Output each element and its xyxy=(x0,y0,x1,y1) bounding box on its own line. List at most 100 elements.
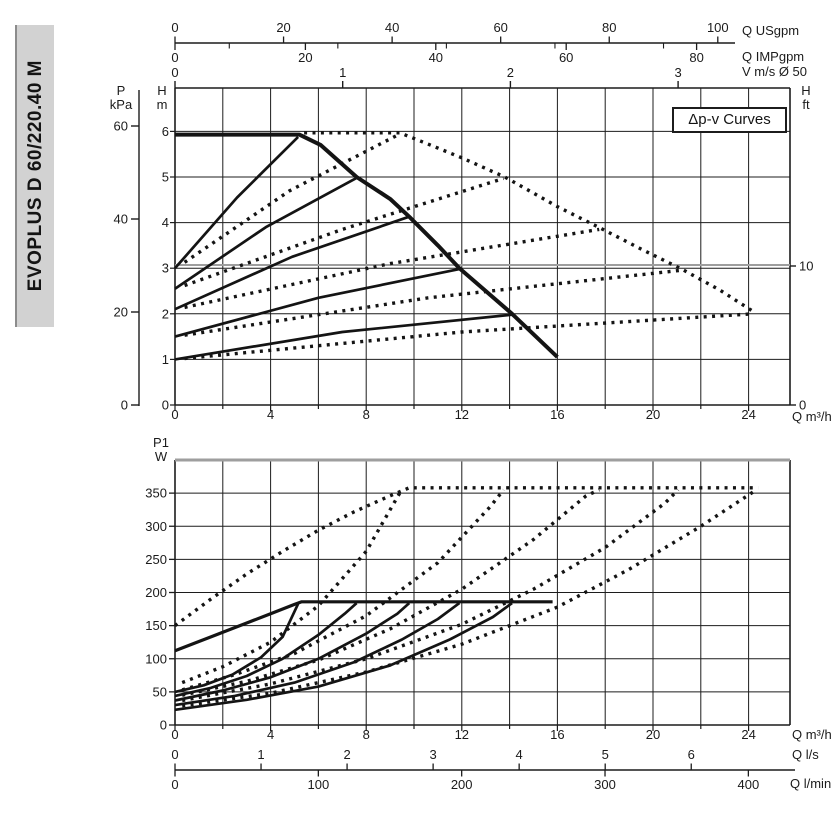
impgpm-axis-title: Q IMPgpm xyxy=(742,49,805,64)
power-tick-label: 0 xyxy=(160,718,167,733)
lmin-axis-title: Q l/min xyxy=(790,776,832,791)
impgpm-tick-label: 0 xyxy=(171,50,178,65)
dpv-curves-badge: Δp-v Curves xyxy=(672,107,787,133)
lmin-tick-label: 400 xyxy=(738,777,760,792)
dpv-setpoint-3-parallel-curve xyxy=(184,227,600,310)
head-axis-title: H m xyxy=(150,84,174,112)
ls-tick-label: 0 xyxy=(171,747,178,762)
flow-tick-label: 0 xyxy=(171,407,178,422)
usgpm-tick-label: 60 xyxy=(493,20,507,35)
power-max-single-curve xyxy=(174,600,553,653)
kpa-tick-label: 40 xyxy=(114,212,128,227)
dpv-setpoint-1-single-curve xyxy=(173,135,300,270)
impgpm-tick-label: 80 xyxy=(689,50,703,65)
flow-tick-label: 24 xyxy=(741,727,755,742)
lmin-tick-label: 0 xyxy=(171,777,178,792)
head-tick-label: 1 xyxy=(162,352,169,367)
power-tick-label: 150 xyxy=(145,618,167,633)
power-tick-label: 50 xyxy=(153,684,167,699)
pressure-axis-title-line2: kPa xyxy=(109,97,133,112)
velocity-tick-label: 1 xyxy=(339,65,346,80)
velocity-tick-label: 0 xyxy=(171,65,178,80)
ls-tick-label: 5 xyxy=(602,747,609,762)
usgpm-tick-label: 100 xyxy=(707,20,729,35)
flow-tick-label: 8 xyxy=(363,727,370,742)
dpv-setpoint-2-single-curve xyxy=(174,176,358,290)
usgpm-tick-label: 80 xyxy=(602,20,616,35)
ls-tick-label: 2 xyxy=(343,747,350,762)
power-axis-title-line1: P1 xyxy=(153,435,169,450)
ls-tick-label: 3 xyxy=(430,747,437,762)
head-ft-axis-title: H ft xyxy=(792,84,820,112)
dpv-setpoint-2-parallel-curve xyxy=(184,176,505,288)
kpa-tick-label: 60 xyxy=(114,119,128,134)
head-axis-title-line1: H xyxy=(157,83,167,98)
flow-tick-label: 24 xyxy=(741,407,755,422)
velocity-tick-label: 3 xyxy=(674,65,681,80)
head-ft-axis-title-line2: ft xyxy=(802,97,810,112)
head-axis-title-line2: m xyxy=(156,97,168,112)
flow-tick-label: 20 xyxy=(646,727,660,742)
dpv-setpoint-4-single-curve xyxy=(174,267,460,338)
head-tick-label: 3 xyxy=(162,261,169,276)
impgpm-tick-label: 60 xyxy=(559,50,573,65)
head-tick-label: 6 xyxy=(162,124,169,139)
flow-tick-label: 4 xyxy=(267,727,274,742)
dpv-setpoint-1-parallel-curve xyxy=(183,133,400,264)
head-ft-axis-title-line1: H xyxy=(801,83,811,98)
ls-tick-label: 1 xyxy=(257,747,264,762)
model-sidebar: EVOPLUS D 60/220.40 M xyxy=(15,25,54,327)
power-tick-label: 300 xyxy=(145,519,167,534)
usgpm-tick-label: 0 xyxy=(171,20,178,35)
ls-axis-title: Q l/s xyxy=(792,747,819,762)
power-axis-title-line2: W xyxy=(154,449,168,464)
flow-tick-label: 20 xyxy=(646,407,660,422)
head-tick-label: 2 xyxy=(162,306,169,321)
dpv-setpoint-4-parallel-curve xyxy=(184,268,680,337)
dpv-setpoint-5-single-curve xyxy=(174,313,513,361)
velocity-axis-title: V m/s Ø 50 xyxy=(742,64,808,79)
ls-tick-label: 4 xyxy=(516,747,523,762)
ft-tick-label: 10 xyxy=(799,259,813,274)
power-dpv-3-parallel-curve xyxy=(181,488,600,697)
power-max-parallel-curve xyxy=(173,486,759,627)
power-tick-label: 250 xyxy=(145,552,167,567)
dpv-setpoint-3-single-curve xyxy=(174,215,410,311)
lmin-tick-label: 300 xyxy=(594,777,616,792)
power-tick-label: 200 xyxy=(145,585,167,600)
lmin-tick-label: 200 xyxy=(451,777,473,792)
power-tick-label: 100 xyxy=(145,651,167,666)
power-tick-label: 350 xyxy=(145,486,167,501)
flow-tick-label: 4 xyxy=(267,407,274,422)
lmin-tick-label: 100 xyxy=(307,777,329,792)
flow-tick-label: 12 xyxy=(455,407,469,422)
flow-tick-label: 16 xyxy=(550,727,564,742)
flow-tick-label: 0 xyxy=(171,727,178,742)
usgpm-axis-title: Q USgpm xyxy=(742,23,800,38)
velocity-tick-label: 2 xyxy=(507,65,514,80)
impgpm-tick-label: 40 xyxy=(429,50,443,65)
power-dpv-4-parallel-curve xyxy=(181,488,680,703)
head-tick-label: 0 xyxy=(162,398,169,413)
power-dpv-2-parallel-curve xyxy=(181,488,505,692)
power-dpv-1-parallel-curve xyxy=(181,492,402,685)
kpa-tick-label: 0 xyxy=(121,398,128,413)
flow-tick-label: 8 xyxy=(363,407,370,422)
flow-axis-title-top: Q m³/h xyxy=(792,409,832,424)
flow-tick-label: 12 xyxy=(455,727,469,742)
usgpm-tick-label: 40 xyxy=(385,20,399,35)
flow-axis-title-bottom: Q m³/h xyxy=(792,727,832,742)
head-tick-label: 4 xyxy=(162,215,169,230)
flow-tick-label: 16 xyxy=(550,407,564,422)
pressure-axis-title: P kPa xyxy=(102,84,140,112)
head-tick-label: 5 xyxy=(162,170,169,185)
impgpm-tick-label: 20 xyxy=(298,50,312,65)
power-dpv-3-single-curve xyxy=(174,602,411,702)
power-axis-title: P1 W xyxy=(146,436,176,464)
max-curve-parallel-curve xyxy=(304,131,756,314)
ft-tick-label: 0 xyxy=(799,398,806,413)
dpv-setpoint-5-parallel-curve xyxy=(184,312,754,361)
max-curve-single-curve xyxy=(175,132,559,359)
ls-tick-label: 6 xyxy=(688,747,695,762)
